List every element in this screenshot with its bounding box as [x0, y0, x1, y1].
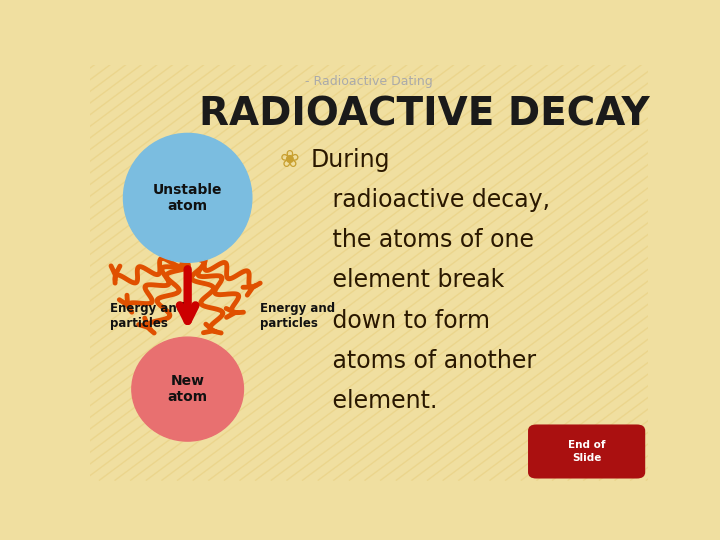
- Text: - Radioactive Dating: - Radioactive Dating: [305, 75, 433, 88]
- FancyBboxPatch shape: [528, 424, 645, 478]
- Text: Unstable
atom: Unstable atom: [153, 183, 222, 213]
- Text: Energy and
particles: Energy and particles: [109, 302, 184, 330]
- Ellipse shape: [124, 133, 252, 262]
- Text: radioactive decay,
   the atoms of one
   element break
   down to form
   atoms: radioactive decay, the atoms of one elem…: [310, 148, 550, 413]
- Text: ❀: ❀: [279, 148, 300, 172]
- Ellipse shape: [132, 337, 243, 441]
- Text: Energy and
particles: Energy and particles: [260, 302, 336, 330]
- Text: RADIOACTIVE DECAY: RADIOACTIVE DECAY: [199, 96, 650, 134]
- Text: End of
Slide: End of Slide: [568, 440, 606, 463]
- Text: During: During: [310, 148, 390, 172]
- Text: New
atom: New atom: [168, 374, 207, 404]
